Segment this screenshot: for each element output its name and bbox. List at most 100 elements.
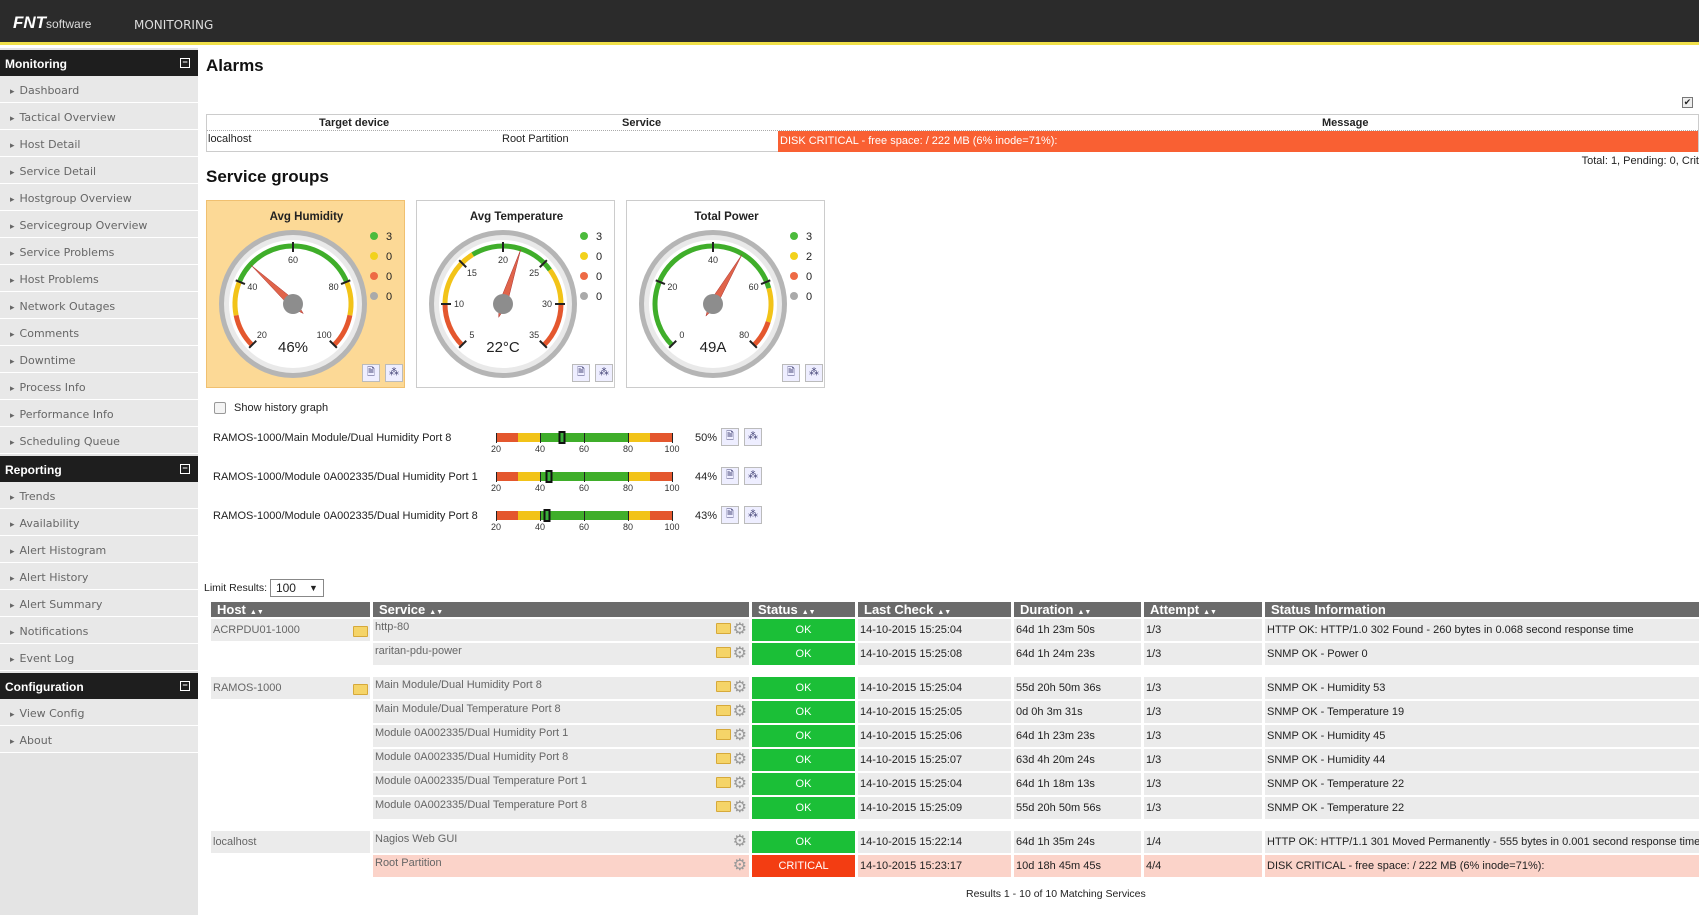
- humidity-bar-label[interactable]: RAMOS-1000/Module 0A002335/Dual Humidity…: [213, 471, 478, 483]
- collapse-icon[interactable]: −: [180, 464, 190, 474]
- report-icon[interactable]: 🗎: [362, 364, 380, 382]
- sidebar-section-configuration[interactable]: Configuration −: [0, 673, 198, 699]
- service-cell[interactable]: Module 0A002335/Dual Humidity Port 1 ⚙: [373, 725, 749, 747]
- service-name[interactable]: Root Partition: [375, 857, 442, 869]
- collapse-icon[interactable]: −: [180, 681, 190, 691]
- sort-arrows-icon[interactable]: ▲▼: [801, 609, 816, 616]
- gauge-card-avg-temperature[interactable]: 5 10 15 20 25 30 35 22°C Avg Temperature 3 0 0 0 🗎 ⁂: [416, 200, 615, 388]
- host-cell[interactable]: [211, 749, 370, 771]
- sidebar-item-notifications[interactable]: Notifications: [0, 617, 198, 644]
- host-cell[interactable]: [211, 773, 370, 795]
- gauge-card-avg-humidity[interactable]: 20 40 60 80 100 46% Avg Humidity 3 0 0 0 🗎 ⁂: [206, 200, 405, 388]
- alarm-device[interactable]: localhost: [208, 133, 252, 145]
- graph-icon[interactable]: ⁂: [744, 428, 762, 446]
- service-name[interactable]: http-80: [375, 621, 410, 633]
- graph-icon[interactable]: ⁂: [595, 364, 613, 382]
- sidebar-item-network-outages[interactable]: Network Outages: [0, 292, 198, 319]
- host-cell[interactable]: [211, 701, 370, 723]
- sidebar-item-comments[interactable]: Comments: [0, 319, 198, 346]
- gear-icon[interactable]: ⚙: [732, 679, 747, 696]
- sidebar-item-downtime[interactable]: Downtime: [0, 346, 198, 373]
- graph-icon[interactable]: ⁂: [805, 364, 823, 382]
- sidebar-item-alert-history[interactable]: Alert History: [0, 563, 198, 590]
- folder-icon[interactable]: [715, 801, 731, 812]
- report-icon[interactable]: 🗎: [721, 506, 739, 524]
- service-name[interactable]: Module 0A002335/Dual Temperature Port 1: [375, 775, 587, 787]
- graph-icon[interactable]: ⁂: [744, 506, 762, 524]
- gear-icon[interactable]: ⚙: [732, 799, 747, 816]
- sidebar-section-monitoring[interactable]: Monitoring −: [0, 50, 198, 76]
- report-icon[interactable]: 🗎: [782, 364, 800, 382]
- gear-icon[interactable]: ⚙: [732, 703, 747, 720]
- sort-arrows-icon[interactable]: ▲▼: [249, 609, 264, 616]
- humidity-bar-label[interactable]: RAMOS-1000/Main Module/Dual Humidity Por…: [213, 432, 452, 444]
- sidebar-section-reporting[interactable]: Reporting −: [0, 456, 198, 482]
- gear-icon[interactable]: ⚙: [732, 645, 747, 662]
- folder-icon[interactable]: [353, 683, 368, 695]
- folder-icon[interactable]: [715, 705, 731, 716]
- gear-icon[interactable]: ⚙: [732, 621, 747, 638]
- sort-arrows-icon[interactable]: ▲▼: [429, 609, 444, 616]
- column-header-attempt[interactable]: Attempt ▲▼: [1144, 602, 1262, 617]
- host-cell[interactable]: [211, 643, 370, 665]
- sidebar-item-host-detail[interactable]: Host Detail: [0, 130, 198, 157]
- service-name[interactable]: Module 0A002335/Dual Temperature Port 8: [375, 799, 587, 811]
- service-cell[interactable]: raritan-pdu-power ⚙: [373, 643, 749, 665]
- service-name[interactable]: raritan-pdu-power: [375, 645, 462, 657]
- humidity-bar-label[interactable]: RAMOS-1000/Module 0A002335/Dual Humidity…: [213, 510, 478, 522]
- folder-icon[interactable]: [715, 729, 731, 740]
- host-cell[interactable]: localhost: [211, 831, 370, 853]
- sidebar-item-scheduling-queue[interactable]: Scheduling Queue: [0, 427, 198, 454]
- sort-arrows-icon[interactable]: ▲▼: [1077, 609, 1092, 616]
- sidebar-item-dashboard[interactable]: Dashboard: [0, 76, 198, 103]
- gear-icon[interactable]: ⚙: [732, 857, 747, 874]
- sidebar-item-process-info[interactable]: Process Info: [0, 373, 198, 400]
- service-cell[interactable]: Root Partition ⚙: [373, 855, 749, 877]
- service-cell[interactable]: Module 0A002335/Dual Temperature Port 1 ⚙: [373, 773, 749, 795]
- service-cell[interactable]: Module 0A002335/Dual Humidity Port 8 ⚙: [373, 749, 749, 771]
- alarm-row[interactable]: localhost Root Partition DISK CRITICAL -…: [207, 131, 1698, 152]
- sort-arrows-icon[interactable]: ▲▼: [1203, 609, 1217, 616]
- host-cell[interactable]: RAMOS-1000: [211, 677, 370, 699]
- service-name[interactable]: Main Module/Dual Temperature Port 8: [375, 703, 561, 715]
- report-icon[interactable]: 🗎: [721, 428, 739, 446]
- service-cell[interactable]: Module 0A002335/Dual Temperature Port 8 ⚙: [373, 797, 749, 819]
- column-header-status-information[interactable]: Status Information: [1265, 602, 1699, 617]
- folder-icon[interactable]: [715, 753, 731, 764]
- sidebar-item-trends[interactable]: Trends: [0, 482, 198, 509]
- host-cell[interactable]: [211, 725, 370, 747]
- folder-icon[interactable]: [715, 623, 731, 634]
- gear-icon[interactable]: ⚙: [732, 751, 747, 768]
- collapse-icon[interactable]: −: [180, 58, 190, 68]
- gauge-card-total-power[interactable]: 0 20 40 60 80 49A Total Power 3 2 0 0 🗎 ⁂: [626, 200, 825, 388]
- service-name[interactable]: Module 0A002335/Dual Humidity Port 8: [375, 751, 569, 763]
- sidebar-item-view-config[interactable]: View Config: [0, 699, 198, 726]
- folder-icon[interactable]: [353, 625, 368, 637]
- service-name[interactable]: Main Module/Dual Humidity Port 8: [375, 679, 542, 691]
- service-cell[interactable]: Main Module/Dual Temperature Port 8 ⚙: [373, 701, 749, 723]
- service-name[interactable]: Module 0A002335/Dual Humidity Port 1: [375, 727, 569, 739]
- column-header-last-check[interactable]: Last Check ▲▼: [858, 602, 1011, 617]
- folder-icon[interactable]: [715, 681, 731, 692]
- folder-icon[interactable]: [715, 777, 731, 788]
- column-header-duration[interactable]: Duration ▲▼: [1014, 602, 1141, 617]
- gear-icon[interactable]: ⚙: [732, 833, 747, 850]
- report-icon[interactable]: 🗎: [721, 467, 739, 485]
- sidebar-item-service-problems[interactable]: Service Problems: [0, 238, 198, 265]
- host-cell[interactable]: [211, 797, 370, 819]
- limit-select[interactable]: 100: [269, 579, 324, 597]
- sidebar-item-performance-info[interactable]: Performance Info: [0, 400, 198, 427]
- sidebar-item-servicegroup-overview[interactable]: Servicegroup Overview: [0, 211, 198, 238]
- sidebar-item-alert-summary[interactable]: Alert Summary: [0, 590, 198, 617]
- column-header-service[interactable]: Service ▲▼: [373, 602, 749, 617]
- folder-icon[interactable]: [715, 647, 731, 658]
- host-cell[interactable]: [211, 855, 370, 877]
- column-header-host[interactable]: Host ▲▼: [211, 602, 370, 617]
- sidebar-item-alert-histogram[interactable]: Alert Histogram: [0, 536, 198, 563]
- sidebar-item-event-log[interactable]: Event Log: [0, 644, 198, 671]
- sidebar-item-availability[interactable]: Availability: [0, 509, 198, 536]
- service-name[interactable]: Nagios Web GUI: [375, 833, 458, 845]
- gear-icon[interactable]: ⚙: [732, 727, 747, 744]
- host-name[interactable]: localhost: [213, 836, 257, 848]
- host-name[interactable]: ACRPDU01-1000: [213, 623, 300, 636]
